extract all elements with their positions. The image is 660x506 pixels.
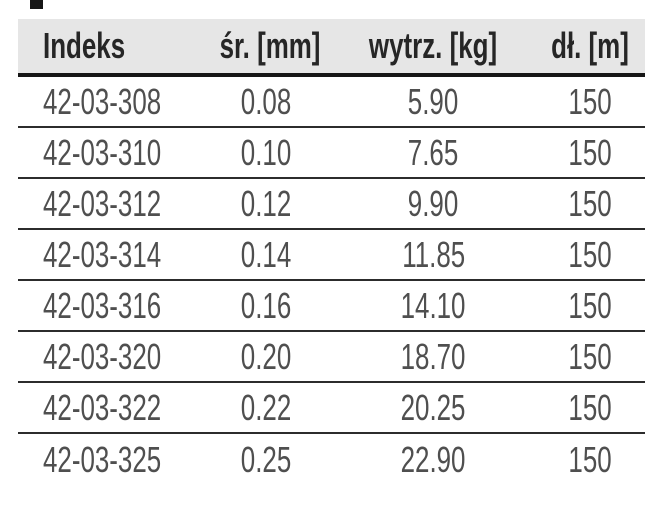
column-header-label: śr. [mm]: [219, 25, 321, 66]
cell-value: 42-03-310: [43, 131, 162, 173]
table-cell-indeks: 42-03-308: [18, 75, 200, 128]
table-cell-wytrzymalosc: 9.90: [331, 178, 536, 230]
cell-value: 150: [568, 439, 612, 480]
cell-value: 18.70: [400, 335, 466, 377]
column-header-label: wytrz. [kg]: [369, 25, 498, 66]
table-cell-indeks: 42-03-325: [18, 433, 200, 486]
table-cell-indeks: 42-03-322: [18, 382, 200, 434]
cell-value: 0.16: [240, 284, 291, 326]
cell-value: 0.20: [240, 335, 291, 377]
cell-value: 42-03-316: [43, 284, 162, 326]
cell-value: 0.12: [240, 182, 291, 224]
table-cell-wytrzymalosc: 7.65: [331, 127, 536, 179]
table-cell-wytrzymalosc: 11.85: [331, 229, 536, 281]
table-row: 42-03-322 0.22 20.25 150: [18, 382, 645, 434]
cell-value: 9.90: [408, 182, 459, 224]
cell-value: 0.10: [240, 131, 291, 173]
table-row: 42-03-310 0.10 7.65 150: [18, 127, 645, 179]
table-row: 42-03-308 0.08 5.90 150: [18, 75, 645, 128]
table-cell-srednica: 0.16: [199, 280, 332, 332]
table-row: 42-03-316 0.16 14.10 150: [18, 280, 645, 332]
table-row: 42-03-314 0.14 11.85 150: [18, 229, 645, 281]
column-header-indeks: Indeks: [18, 19, 200, 77]
cell-value: 150: [568, 335, 612, 377]
cell-value: 42-03-325: [43, 439, 162, 480]
crop-artifact-mark: [30, 0, 43, 9]
table-body: 42-03-308 0.08 5.90 150 42-03-310 0.10 7.65 150…: [18, 75, 645, 486]
table-cell-dlugosc: 150: [535, 280, 645, 332]
table-cell-wytrzymalosc: 20.25: [331, 382, 536, 434]
cell-value: 0.14: [240, 233, 291, 275]
table-cell-indeks: 42-03-320: [18, 331, 200, 383]
table-cell-srednica: 0.25: [200, 433, 332, 486]
cell-value: 0.25: [240, 439, 291, 480]
table-cell-indeks: 42-03-314: [18, 229, 200, 281]
column-header-label: dł. [m]: [551, 25, 629, 66]
table-cell-wytrzymalosc: 5.90: [331, 75, 536, 128]
table-cell-dlugosc: 150: [535, 331, 645, 383]
table-cell-srednica: 0.14: [199, 229, 332, 281]
spec-table-container: Indeks śr. [mm] wytrz. [kg] dł. [m] 42-0…: [18, 19, 645, 486]
column-header-length: dł. [m]: [535, 19, 645, 77]
cell-value: 0.22: [240, 386, 291, 428]
table-cell-indeks: 42-03-310: [18, 127, 200, 179]
cell-value: 150: [568, 233, 612, 275]
column-header-diameter: śr. [mm]: [199, 19, 332, 77]
cell-value: 42-03-314: [43, 233, 162, 275]
cell-value: 150: [568, 386, 612, 428]
cell-value: 150: [568, 131, 612, 173]
table-row: 42-03-325 0.25 22.90 150: [18, 433, 645, 486]
table-cell-srednica: 0.22: [199, 382, 332, 434]
column-header-label: Indeks: [43, 25, 126, 66]
table-cell-indeks: 42-03-312: [18, 178, 200, 230]
cell-value: 150: [568, 80, 612, 122]
cell-value: 20.25: [400, 386, 466, 428]
cell-value: 42-03-320: [43, 335, 162, 377]
spec-table: Indeks śr. [mm] wytrz. [kg] dł. [m] 42-0…: [18, 19, 645, 486]
cell-value: 42-03-308: [43, 80, 162, 122]
table-row: 42-03-312 0.12 9.90 150: [18, 178, 645, 230]
table-cell-wytrzymalosc: 18.70: [331, 331, 536, 383]
cell-value: 14.10: [400, 284, 466, 326]
table-cell-dlugosc: 150: [535, 75, 645, 128]
table-cell-srednica: 0.12: [199, 178, 332, 230]
table-cell-wytrzymalosc: 22.90: [331, 433, 535, 486]
cell-value: 150: [568, 284, 612, 326]
cell-value: 5.90: [408, 80, 459, 122]
table-row: 42-03-320 0.20 18.70 150: [18, 331, 645, 383]
cell-value: 42-03-322: [43, 386, 162, 428]
table-cell-srednica: 0.08: [199, 75, 332, 128]
table-cell-srednica: 0.10: [199, 127, 332, 179]
table-cell-wytrzymalosc: 14.10: [331, 280, 536, 332]
table-cell-dlugosc: 150: [535, 127, 645, 179]
table-cell-srednica: 0.20: [199, 331, 332, 383]
table-cell-dlugosc: 150: [535, 433, 645, 486]
table-cell-dlugosc: 150: [535, 382, 645, 434]
cell-value: 42-03-312: [43, 182, 162, 224]
table-cell-indeks: 42-03-316: [18, 280, 200, 332]
table-cell-dlugosc: 150: [535, 178, 645, 230]
cell-value: 11.85: [401, 233, 465, 275]
table-header-row: Indeks śr. [mm] wytrz. [kg] dł. [m]: [18, 19, 645, 77]
cell-value: 150: [568, 182, 612, 224]
cell-value: 22.90: [400, 439, 466, 480]
cell-value: 7.65: [408, 131, 459, 173]
cell-value: 0.08: [240, 80, 291, 122]
column-header-strength: wytrz. [kg]: [331, 19, 536, 77]
table-cell-dlugosc: 150: [535, 229, 645, 281]
